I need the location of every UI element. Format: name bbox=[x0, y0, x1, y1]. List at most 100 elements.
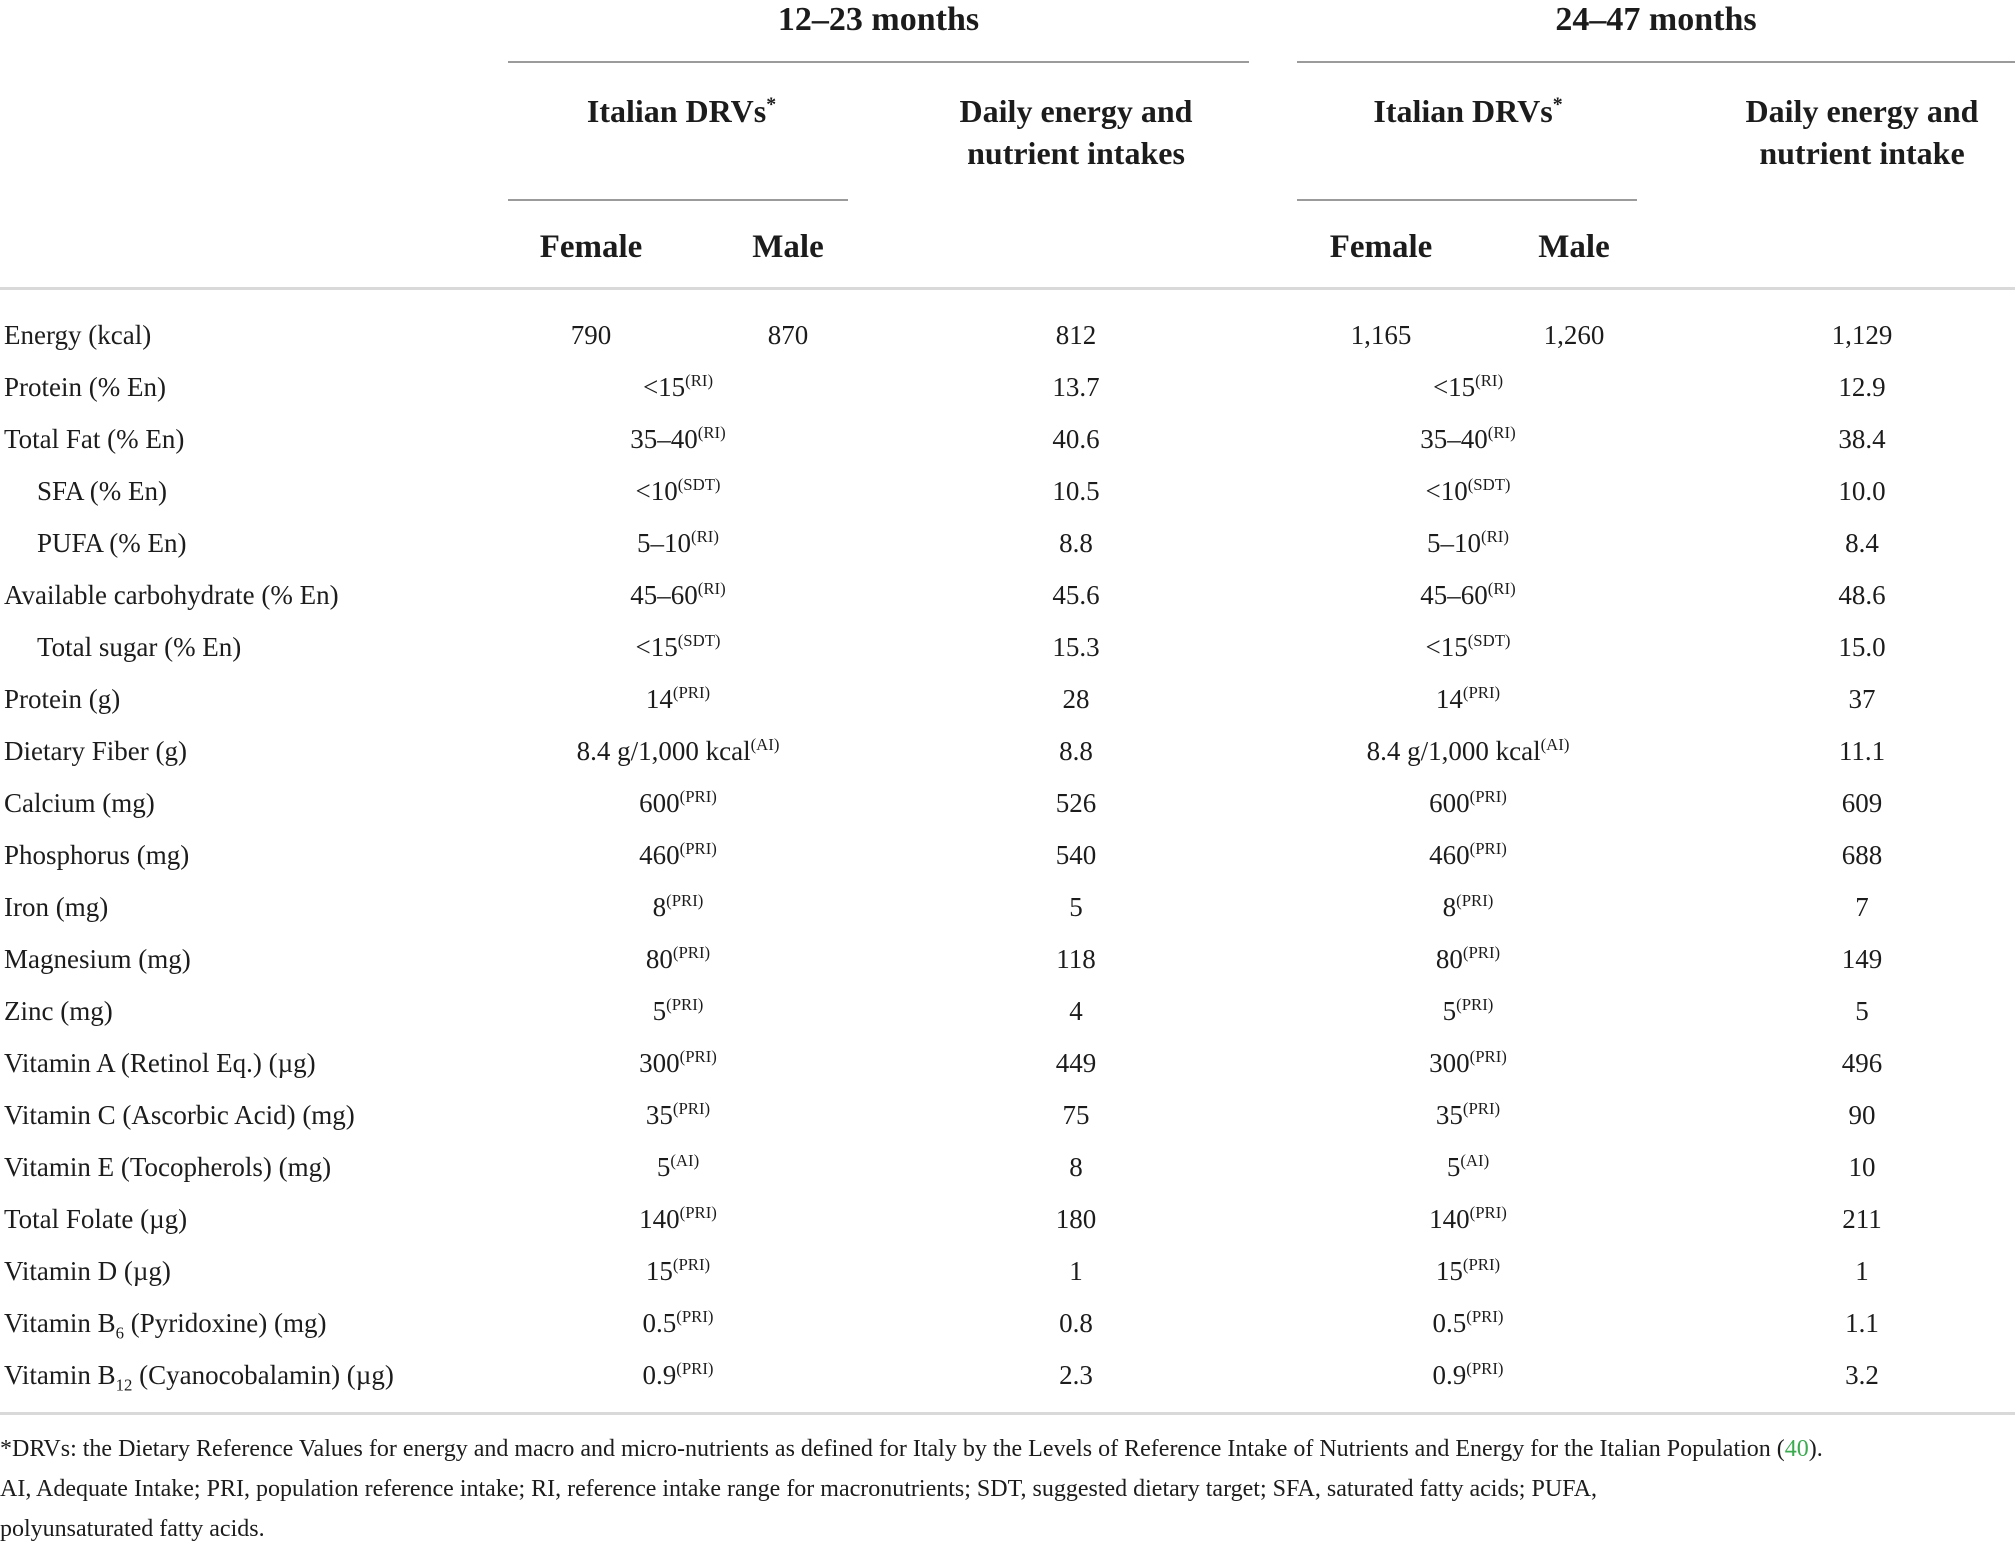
intake-value-g2: 3.2 bbox=[1845, 1360, 1879, 1390]
header-body-separator bbox=[0, 287, 2015, 290]
footnote-line2: AI, Adequate Intake; PRI, population ref… bbox=[0, 1476, 1598, 1502]
footnote: *DRVs: the Dietary Reference Values for … bbox=[0, 1429, 2015, 1541]
drv-value-g1: 35–40(RI) bbox=[630, 423, 726, 454]
row-label: Dietary Fiber (g) bbox=[4, 736, 187, 766]
intake-value-g1: 1 bbox=[1069, 1256, 1083, 1286]
drv-value-g2: 5(AI) bbox=[1446, 1151, 1490, 1182]
group1-drv-header: Italian DRVs* bbox=[586, 93, 777, 129]
group1-male-header: Male bbox=[752, 229, 824, 265]
table-row: Vitamin D (µg) 15(PRI) 1 15(PRI) 1 bbox=[0, 1245, 2015, 1297]
group1-top-rule bbox=[508, 61, 1249, 63]
drv-value-g2: 5(PRI) bbox=[1442, 995, 1494, 1026]
intake-value-g2: 38.4 bbox=[1838, 424, 1886, 454]
intake-value-g2: 11.1 bbox=[1838, 736, 1886, 766]
table-row: Energy (kcal) 790 870 812 1,165 1,260 1,129 bbox=[0, 309, 2015, 361]
intake-value-g2: 1.1 bbox=[1845, 1308, 1879, 1338]
drv-value-g2: 8.4 g/1,000 kcal(AI) bbox=[1366, 735, 1570, 766]
group2-intake-header: Daily energy and nutrient intake bbox=[1745, 93, 1979, 171]
drv-value-g1: 600(PRI) bbox=[639, 787, 717, 818]
drv-value-g2: 460(PRI) bbox=[1429, 839, 1507, 870]
intake-value-g2: 496 bbox=[1841, 1048, 1883, 1078]
footnote-line1-pre: *DRVs: the Dietary Reference Values for … bbox=[0, 1436, 1785, 1462]
drv-value-g1: 8.4 g/1,000 kcal(AI) bbox=[576, 735, 780, 766]
drv-value-g2: 300(PRI) bbox=[1429, 1047, 1507, 1078]
intake-value-g2: 12.9 bbox=[1838, 372, 1886, 402]
drv-value-g2: 14(PRI) bbox=[1435, 683, 1501, 714]
drv-value-g2: <15(RI) bbox=[1432, 371, 1504, 402]
table-row: Protein (g) 14(PRI) 28 14(PRI) 37 bbox=[0, 673, 2015, 725]
group2-drv-rule bbox=[1297, 199, 1637, 201]
row-label: Protein (g) bbox=[4, 684, 121, 714]
row-label: Total Folate (µg) bbox=[4, 1204, 188, 1234]
table-row: SFA (% En) <10(SDT) 10.5 <10(SDT) 10.0 bbox=[0, 465, 2015, 517]
drv-female-value-g2: 1,165 bbox=[1350, 320, 1412, 350]
table-row: Calcium (mg) 600(PRI) 526 600(PRI) 609 bbox=[0, 777, 2015, 829]
drv-value-g1: 140(PRI) bbox=[639, 1203, 717, 1234]
drv-value-g1: 15(PRI) bbox=[645, 1255, 711, 1286]
table-row: Total sugar (% En) <15(SDT) 15.3 <15(SDT) 15… bbox=[0, 621, 2015, 673]
table-row: Total Folate (µg) 140(PRI) 180 140(PRI) 211 bbox=[0, 1193, 2015, 1245]
drv-value-g1: <15(RI) bbox=[642, 371, 714, 402]
drv-value-g2: 8(PRI) bbox=[1442, 891, 1494, 922]
drv-value-g1: 5(AI) bbox=[656, 1151, 700, 1182]
drv-value-g2: 15(PRI) bbox=[1435, 1255, 1501, 1286]
intake-value-g2: 1 bbox=[1855, 1256, 1869, 1286]
intake-value-g1: 75 bbox=[1062, 1100, 1090, 1130]
table-row: Vitamin A (Retinol Eq.) (µg) 300(PRI) 449 3… bbox=[0, 1037, 2015, 1089]
table-row: Total Fat (% En) 35–40(RI) 40.6 35–40(RI) 38… bbox=[0, 413, 2015, 465]
table-row: Vitamin C (Ascorbic Acid) (mg) 35(PRI) 75 3… bbox=[0, 1089, 2015, 1141]
intake-value-g1: 2.3 bbox=[1059, 1360, 1093, 1390]
row-label: Vitamin D (µg) bbox=[4, 1256, 171, 1286]
row-label: Protein (% En) bbox=[4, 372, 166, 402]
intake-value-g1: 8.8 bbox=[1059, 736, 1093, 766]
drv-value-g2: 35–40(RI) bbox=[1420, 423, 1516, 454]
table-row: Magnesium (mg) 80(PRI) 118 80(PRI) 149 bbox=[0, 933, 2015, 985]
intake-value-g2: 8.4 bbox=[1845, 528, 1879, 558]
row-label: Vitamin C (Ascorbic Acid) (mg) bbox=[4, 1100, 355, 1130]
intake-value-g1: 8 bbox=[1069, 1152, 1083, 1182]
drv-value-g1: 5–10(RI) bbox=[637, 527, 719, 558]
intake-value-g2: 149 bbox=[1841, 944, 1883, 974]
drv-value-g1: 80(PRI) bbox=[645, 943, 711, 974]
drv-male-value-g1: 870 bbox=[767, 320, 809, 350]
drv-value-g1: <10(SDT) bbox=[635, 475, 721, 506]
table-row: Dietary Fiber (g) 8.4 g/1,000 kcal(AI) 8.8… bbox=[0, 725, 2015, 777]
drv-female-value-g1: 790 bbox=[570, 320, 612, 350]
table-row: Phosphorus (mg) 460(PRI) 540 460(PRI) 688 bbox=[0, 829, 2015, 881]
citation-ref[interactable]: 40 bbox=[1784, 1436, 1809, 1462]
footnote-line1-post: ). bbox=[1808, 1436, 1823, 1462]
row-label: Zinc (mg) bbox=[4, 996, 113, 1026]
intake-value-g1: 449 bbox=[1055, 1048, 1097, 1078]
intake-value-g2: 7 bbox=[1855, 892, 1869, 922]
drv-value-g2: <15(SDT) bbox=[1425, 631, 1511, 662]
row-label: Vitamin B12 (Cyanocobalamin) (µg) bbox=[4, 1360, 394, 1395]
body-footnote-separator bbox=[0, 1412, 2015, 1415]
drv-male-value-g2: 1,260 bbox=[1543, 320, 1605, 350]
intake-value-g1: 13.7 bbox=[1052, 372, 1100, 402]
drv-value-g2: 0.5(PRI) bbox=[1432, 1307, 1504, 1338]
drv-value-g1: 460(PRI) bbox=[639, 839, 717, 870]
intake-value-g2: 90 bbox=[1848, 1100, 1876, 1130]
group1-intake-header: Daily energy and nutrient intakes bbox=[959, 93, 1193, 171]
group2-male-header: Male bbox=[1538, 229, 1610, 265]
intake-value-g1: 540 bbox=[1055, 840, 1097, 870]
drv-value-g1: 35(PRI) bbox=[645, 1099, 711, 1130]
group2-female-header: Female bbox=[1329, 229, 1433, 265]
intake-value-g1: 15.3 bbox=[1052, 632, 1100, 662]
intake-value-g2: 15.0 bbox=[1838, 632, 1886, 662]
row-label: Total sugar (% En) bbox=[37, 632, 242, 662]
row-label: Available carbohydrate (% En) bbox=[4, 580, 339, 610]
drv-value-g1: 0.5(PRI) bbox=[642, 1307, 714, 1338]
drv-value-g2: 5–10(RI) bbox=[1427, 527, 1509, 558]
intake-value-g1: 5 bbox=[1069, 892, 1083, 922]
intake-value-g1: 4 bbox=[1069, 996, 1083, 1026]
drv-value-g2: 140(PRI) bbox=[1429, 1203, 1507, 1234]
intake-value-g2: 37 bbox=[1848, 684, 1876, 714]
row-label: Total Fat (% En) bbox=[4, 424, 185, 454]
drv-value-g2: 45–60(RI) bbox=[1420, 579, 1516, 610]
drv-value-g2: 0.9(PRI) bbox=[1432, 1359, 1504, 1390]
drv-value-g1: 0.9(PRI) bbox=[642, 1359, 714, 1390]
row-label: Iron (mg) bbox=[4, 892, 109, 922]
group2-title: 24–47 months bbox=[1555, 1, 1757, 38]
row-label: Vitamin A (Retinol Eq.) (µg) bbox=[4, 1048, 316, 1078]
